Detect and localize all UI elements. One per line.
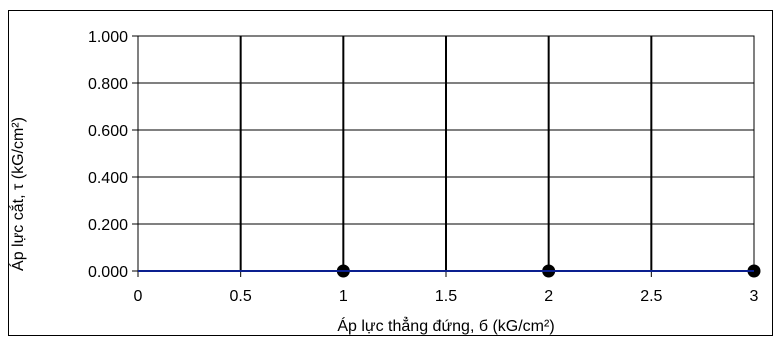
x-tick-label: 0 bbox=[134, 288, 143, 305]
x-tick-label: 2 bbox=[544, 288, 553, 305]
data-series bbox=[138, 264, 761, 278]
x-tick-labels: 0 0.5 1 1.5 2 2.5 3 bbox=[134, 288, 759, 305]
x-tick-label: 2.5 bbox=[640, 288, 662, 305]
x-tick-label: 0.5 bbox=[230, 288, 252, 305]
y-tick-label: 0.800 bbox=[88, 76, 128, 93]
grid-lines bbox=[138, 35, 754, 271]
plot-area bbox=[132, 35, 761, 278]
x-axis-title: Áp lực thẳng đứng, б (kG/cm²) bbox=[337, 316, 554, 335]
y-tick-label: 0.600 bbox=[88, 123, 128, 140]
y-tick-label: 1.000 bbox=[88, 29, 128, 46]
x-tick-label: 1.5 bbox=[435, 288, 457, 305]
y-tick-labels: 0.000 0.200 0.400 0.600 0.800 1.000 bbox=[88, 29, 128, 281]
y-tick-label: 0.400 bbox=[88, 170, 128, 187]
x-tick-label: 1 bbox=[339, 288, 348, 305]
y-tick-label: 0.200 bbox=[88, 217, 128, 234]
x-tick-label: 3 bbox=[750, 288, 759, 305]
y-axis-title: Áp lực cắt, τ (kG/cm²) bbox=[8, 117, 27, 271]
y-tick-label: 0.000 bbox=[88, 264, 128, 281]
